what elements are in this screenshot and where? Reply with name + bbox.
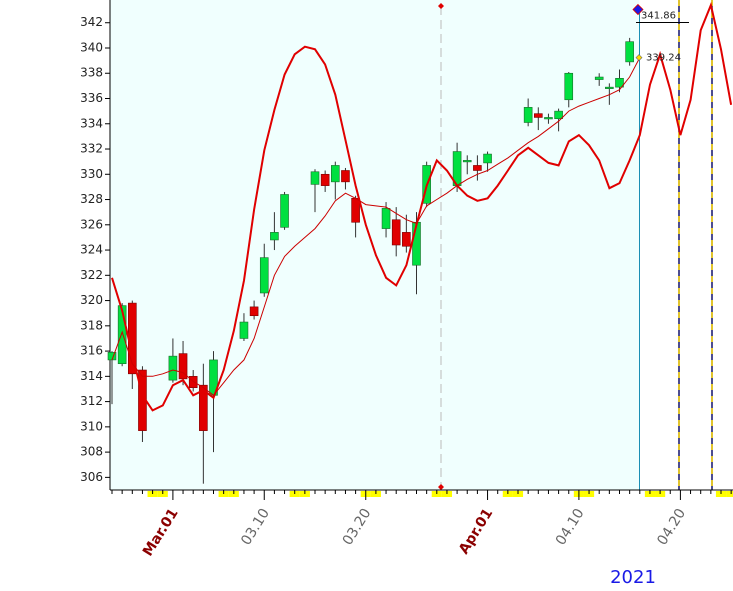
- candle-body: [188, 376, 198, 389]
- line-series: [111, 57, 641, 396]
- candle-body: [402, 232, 411, 247]
- candle-body: [117, 305, 127, 365]
- candle-body: [178, 353, 188, 380]
- candle-body: [625, 41, 634, 63]
- y-tick-label: 324: [80, 243, 103, 257]
- y-tick-label: 318: [80, 318, 103, 332]
- y-tick-label: 328: [80, 192, 103, 206]
- candle-body: [544, 117, 553, 120]
- candle-body: [270, 232, 279, 241]
- plot-background: [110, 0, 639, 490]
- candle-body: [249, 306, 259, 317]
- candle-body: [391, 219, 401, 246]
- candle-body: [564, 72, 574, 101]
- price-marker: [635, 54, 643, 62]
- background-layer: [110, 0, 639, 490]
- candle-body: [554, 110, 563, 120]
- candle-body: [483, 153, 492, 164]
- candle-body: [594, 76, 604, 80]
- y-tick-label: 306: [80, 470, 103, 484]
- price-label: 341.86: [641, 11, 676, 22]
- x-tick-label: 03.20: [340, 506, 375, 548]
- price-marker: [632, 3, 644, 16]
- y-tick-label: 338: [80, 66, 103, 80]
- candle-body: [473, 165, 482, 171]
- candle-body: [320, 173, 330, 186]
- candle-body: [615, 77, 624, 88]
- x-tick-label: Mar.01: [140, 506, 182, 560]
- candle-body: [107, 352, 117, 361]
- candle-body: [330, 165, 340, 183]
- price-label: 339.24: [646, 53, 681, 64]
- candle-body: [533, 113, 543, 118]
- y-tick-label: 316: [80, 344, 103, 358]
- x-tick-label: Apr.01: [456, 506, 496, 557]
- y-tick-label: 326: [80, 217, 103, 231]
- candle-body: [605, 86, 614, 89]
- candle-body: [168, 355, 178, 381]
- y-tick-label: 308: [80, 445, 103, 459]
- candle-body: [259, 257, 269, 294]
- year-label: 2021: [610, 567, 656, 588]
- y-tick-label: 340: [80, 40, 103, 54]
- y-tick-label: 330: [80, 167, 103, 181]
- candle-body: [462, 160, 472, 163]
- candle-body: [351, 197, 360, 223]
- candle-body: [341, 170, 350, 183]
- x-tick-label: 04.20: [654, 506, 689, 548]
- y-tick-label: 320: [80, 293, 103, 307]
- candle-body: [310, 171, 320, 185]
- y-tick-label: 312: [80, 394, 103, 408]
- y-tick-label: 336: [80, 91, 103, 105]
- x-tick-label: 04.10: [553, 506, 588, 548]
- y-tick-label: 334: [80, 116, 103, 130]
- y-tick-label: 310: [80, 419, 103, 433]
- y-tick-label: 342: [80, 15, 103, 29]
- candle-body: [523, 107, 533, 123]
- candle-body: [280, 194, 289, 228]
- x-tick-label: 03.10: [238, 506, 273, 548]
- y-tick-label: 314: [80, 369, 103, 383]
- candle-body: [381, 208, 391, 229]
- candle-body: [239, 321, 249, 339]
- y-tick-label: 322: [80, 268, 103, 282]
- y-tick-label: 332: [80, 142, 103, 156]
- weekend-bar: [726, 491, 733, 497]
- candle-body: [199, 384, 208, 431]
